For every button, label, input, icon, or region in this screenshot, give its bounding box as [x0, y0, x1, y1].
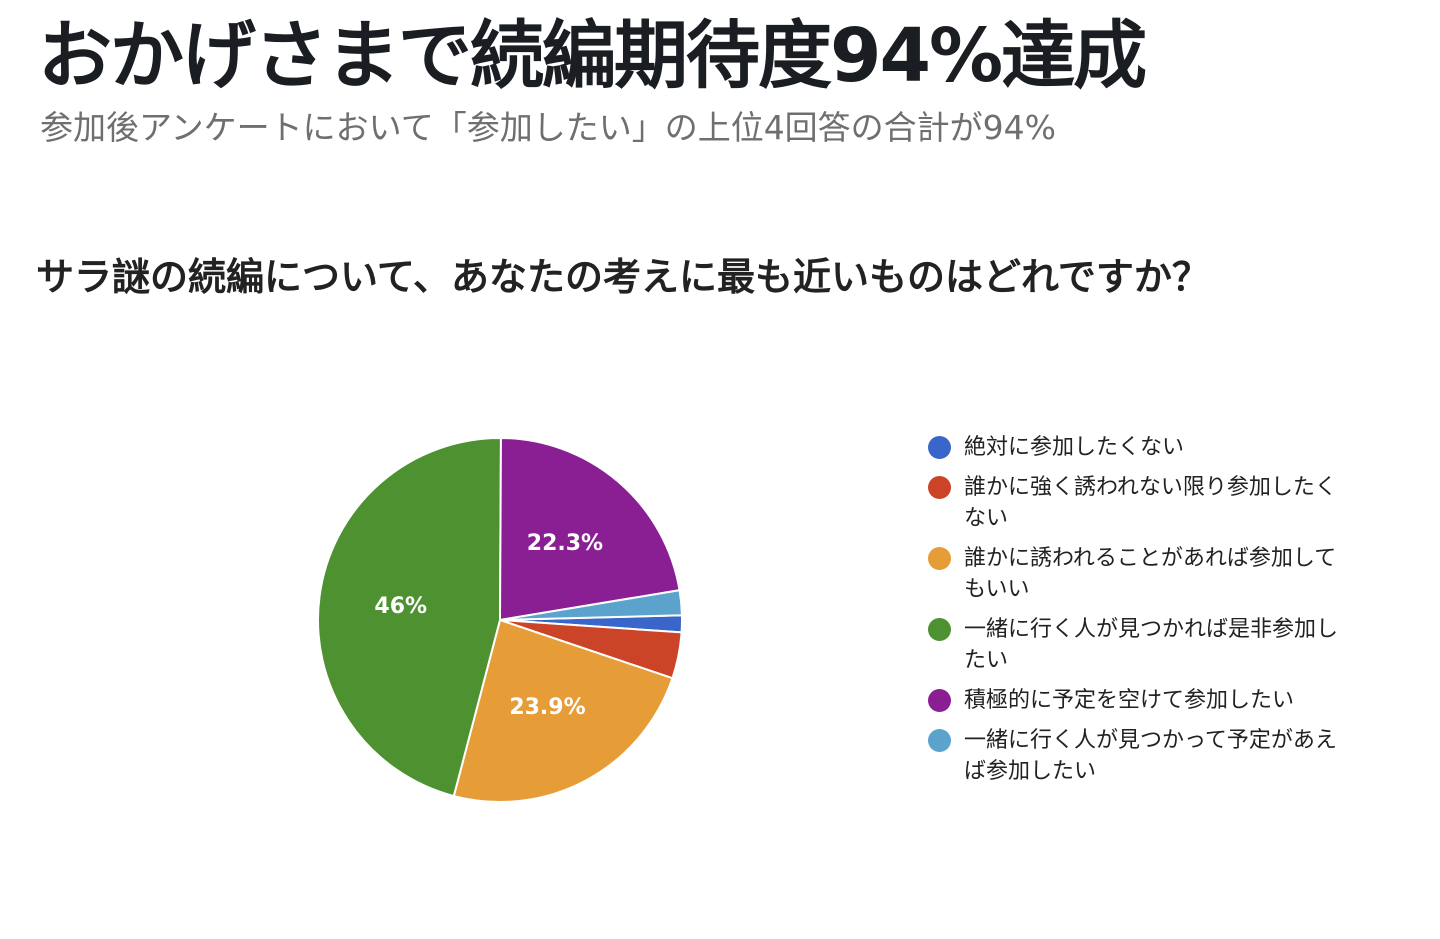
pie-data-label-4: 22.3%: [527, 531, 603, 556]
pie-slice-4: [498, 436, 681, 622]
legend-swatch-2: [928, 547, 951, 570]
chart-title: サラ謎の続編について、あなたの考えに最も近いものはどれですか？: [36, 255, 1210, 299]
headline: おかげさまで続編期待度94%達成: [38, 13, 1147, 99]
legend-item-1: 誰かに強く誘われない限り参加したくない: [928, 472, 1356, 534]
legend-label-3: 一緒に行く人が見つかれば是非参加したい: [964, 617, 1339, 673]
legend-swatch-4: [928, 689, 951, 712]
pie-slice-5: [499, 589, 683, 621]
subheadline: 参加後アンケートにおいて「参加したい」の上位4回答の合計が94%: [40, 108, 1057, 147]
pie-slice-2: [452, 618, 674, 803]
legend-label-2: 誰かに誘われることがあれば参加してもいい: [964, 546, 1337, 602]
legend-swatch-3: [928, 618, 951, 641]
legend-swatch-5: [928, 729, 951, 752]
legend-swatch-0: [928, 436, 951, 459]
legend-item-5: 一緒に行く人が見つかって予定があえば参加したい: [928, 725, 1356, 787]
legend-item-2: 誰かに誘われることがあれば参加してもいい: [928, 543, 1356, 605]
pie-slice-3: [317, 437, 502, 798]
pie-data-label-2: 23.9%: [509, 695, 585, 720]
legend-item-0: 絶対に参加したくない: [928, 432, 1356, 463]
pie-data-label-3: 46%: [374, 594, 427, 619]
legend-item-4: 積極的に予定を空けて参加したい: [928, 685, 1356, 716]
legend-label-5: 一緒に行く人が見つかって予定があえば参加したい: [964, 728, 1337, 784]
legend-swatch-1: [928, 476, 951, 499]
chart-legend: 絶対に参加したくない誰かに強く誘われない限り参加したくない 誰かに誘われることがあ…: [928, 432, 1368, 796]
legend-item-3: 一緒に行く人が見つかれば是非参加したい: [928, 614, 1356, 676]
legend-label-0: 絶対に参加したくない: [964, 435, 1185, 460]
legend-label-4: 積極的に予定を空けて参加したい: [964, 688, 1295, 713]
legend-label-1: 誰かに強く誘われない限り参加したくない: [964, 475, 1337, 531]
pie-chart: 23.9% 46% 22.3%: [317, 436, 683, 803]
